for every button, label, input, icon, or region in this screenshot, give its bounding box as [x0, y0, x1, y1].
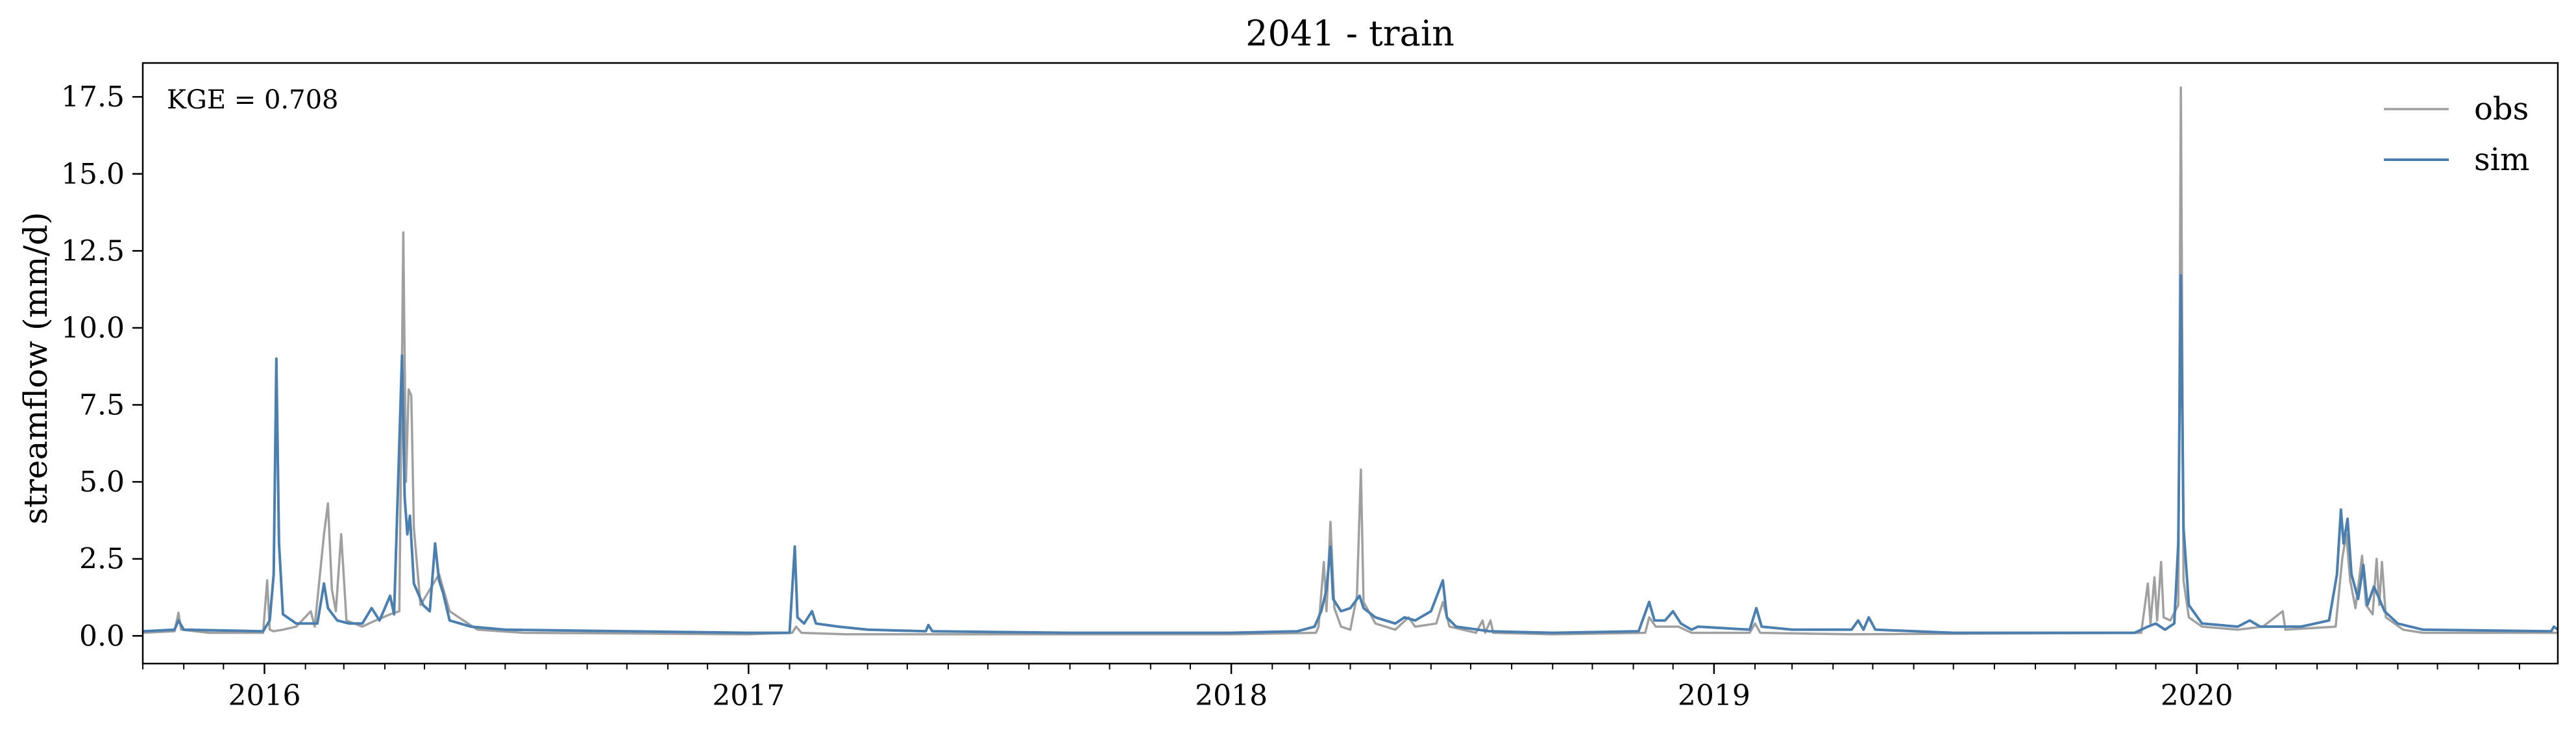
x-tick-label: 2019: [1678, 679, 1750, 712]
y-tick-label: 17.5: [61, 81, 125, 114]
x-tick-label: 2020: [2161, 679, 2233, 712]
y-tick-label: 0.0: [79, 619, 125, 653]
y-tick-label: 5.0: [79, 466, 125, 499]
legend: obs sim: [2384, 91, 2530, 178]
y-tick-label: 12.5: [61, 234, 125, 268]
series-line-sim: [143, 274, 2558, 634]
x-tick-label: 2016: [228, 679, 301, 712]
y-axis: 0.0 2.5 5.0 7.5 10.0 12.5 15.0 17.5: [61, 81, 143, 653]
y-tick-label: 2.5: [79, 543, 125, 576]
y-axis-label: streamflow (mm/d): [17, 212, 55, 524]
plot-frame: [141, 62, 2559, 665]
x-tick-label: 2017: [712, 679, 785, 712]
chart-title: 2041 - train: [1245, 13, 1454, 54]
x-tick-label: 2018: [1195, 679, 1268, 712]
x-axis: 2016 2017 2018 2019 2020: [142, 664, 2520, 712]
series-line-obs: [143, 86, 2558, 636]
kge-annotation: KGE = 0.708: [167, 85, 339, 115]
y-tick-label: 7.5: [79, 389, 125, 422]
y-tick-label: 15.0: [61, 158, 125, 191]
legend-label-obs: obs: [2474, 91, 2529, 127]
series-layer: [143, 86, 2558, 636]
legend-label-sim: sim: [2474, 142, 2530, 178]
y-tick-label: 10.0: [61, 312, 125, 345]
